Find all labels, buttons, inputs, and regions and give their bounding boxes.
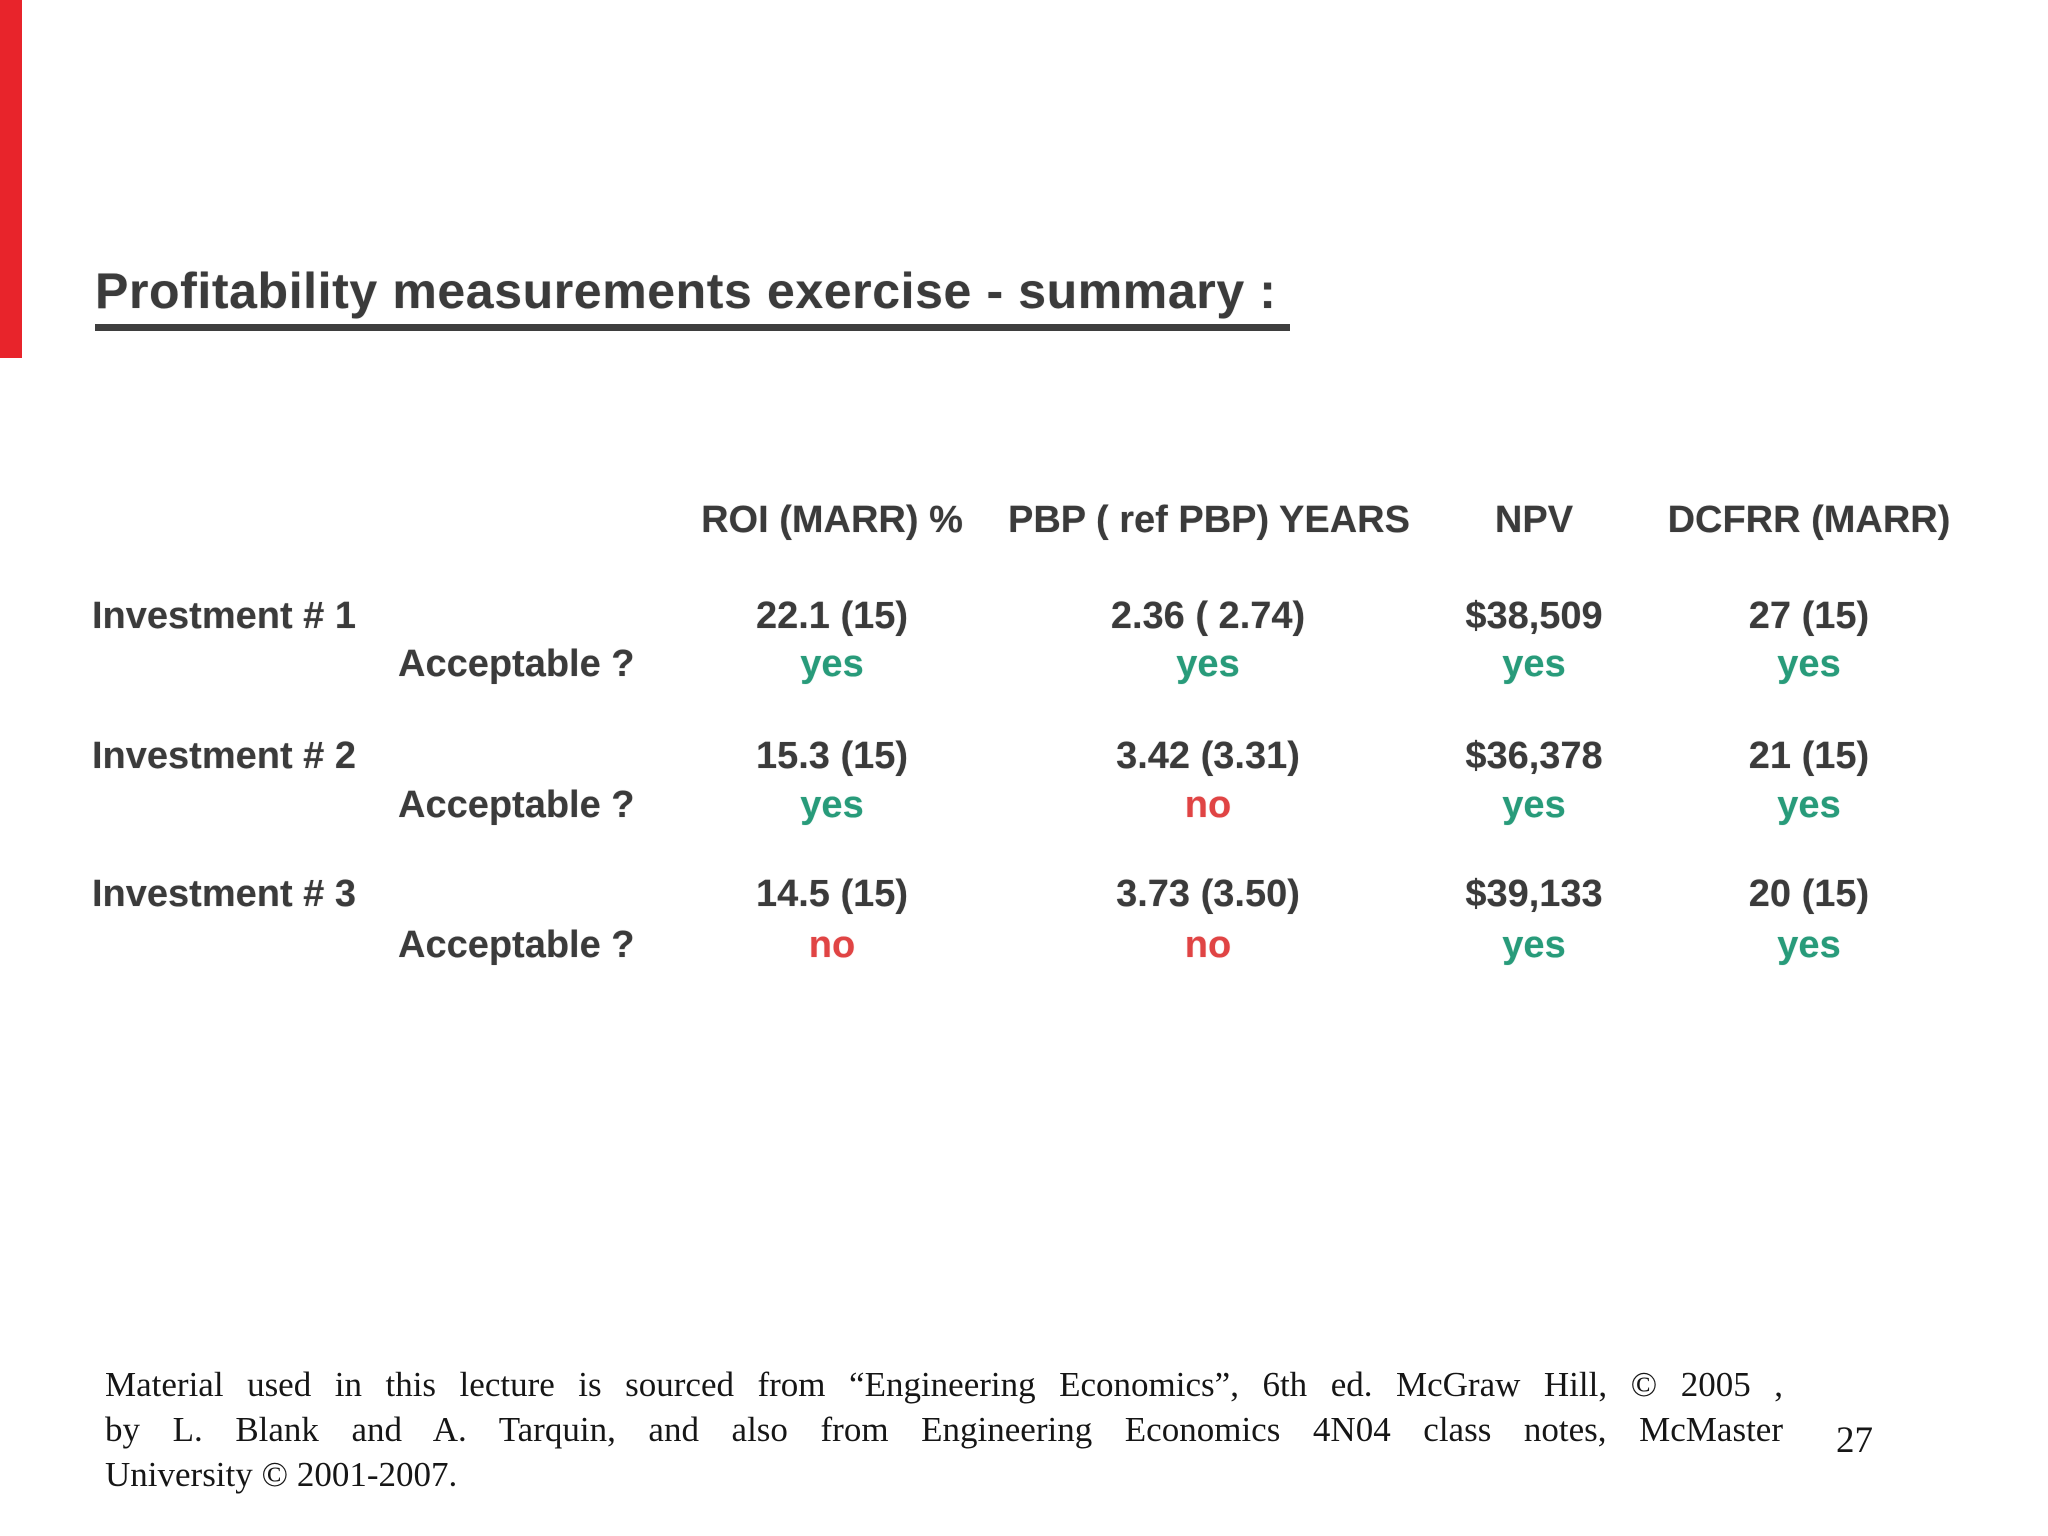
answer-cell: no [1184,924,1232,966]
answer-cell: yes [1777,643,1841,685]
value-cell: 2.36 ( 2.74) [1110,595,1306,637]
column-header-npv: NPV [1494,499,1574,541]
acceptable-label: Acceptable ? [398,924,635,966]
value-cell: $38,509 [1465,595,1603,637]
attribution-line-3: University © 2001-2007. [105,1455,458,1494]
answer-cell: yes [1502,784,1566,826]
value-cell: 20 (15) [1748,873,1870,915]
answer-cell: yes [1777,924,1841,966]
column-header-dcfrr: DCFRR (MARR) [1667,499,1951,541]
page-title: Profitability measurements exercise - su… [95,266,1291,331]
investment-label-2: Investment # 2 [92,735,356,777]
answer-cell: no [808,924,856,966]
investment-label-1: Investment # 1 [92,595,356,637]
answer-cell: yes [1176,643,1240,685]
answer-cell: yes [1502,924,1566,966]
acceptable-label: Acceptable ? [398,784,635,826]
value-cell: 22.1 (15) [755,595,909,637]
value-cell: 14.5 (15) [755,873,909,915]
answer-cell: no [1184,784,1232,826]
page-number: 27 [1836,1420,1873,1461]
value-cell: $36,378 [1465,735,1603,777]
acceptable-label: Acceptable ? [398,643,635,685]
value-cell: 3.73 (3.50) [1116,873,1300,915]
value-cell: 27 (15) [1748,595,1870,637]
scan-artifact-red-bar [0,0,22,358]
value-cell: 21 (15) [1748,735,1870,777]
investment-label-3: Investment # 3 [92,873,356,915]
title-block: Profitability measurements exercise - su… [95,266,1291,331]
column-header-roi: ROI (MARR) % [701,499,963,541]
column-header-pbp: PBP ( ref PBP) YEARS [1008,499,1410,541]
value-cell: $39,133 [1465,873,1603,915]
attribution-line-2: by L. Blank and A. Tarquin, and also fro… [105,1410,1783,1449]
value-cell: 15.3 (15) [755,735,909,777]
answer-cell: yes [1502,643,1566,685]
attribution-block: Material used in this lecture is sourced… [105,1362,1783,1497]
answer-cell: yes [1777,784,1841,826]
answer-cell: yes [800,643,864,685]
value-cell: 3.42 (3.31) [1116,735,1300,777]
attribution-line-1: Material used in this lecture is sourced… [105,1365,1783,1404]
answer-cell: yes [800,784,864,826]
